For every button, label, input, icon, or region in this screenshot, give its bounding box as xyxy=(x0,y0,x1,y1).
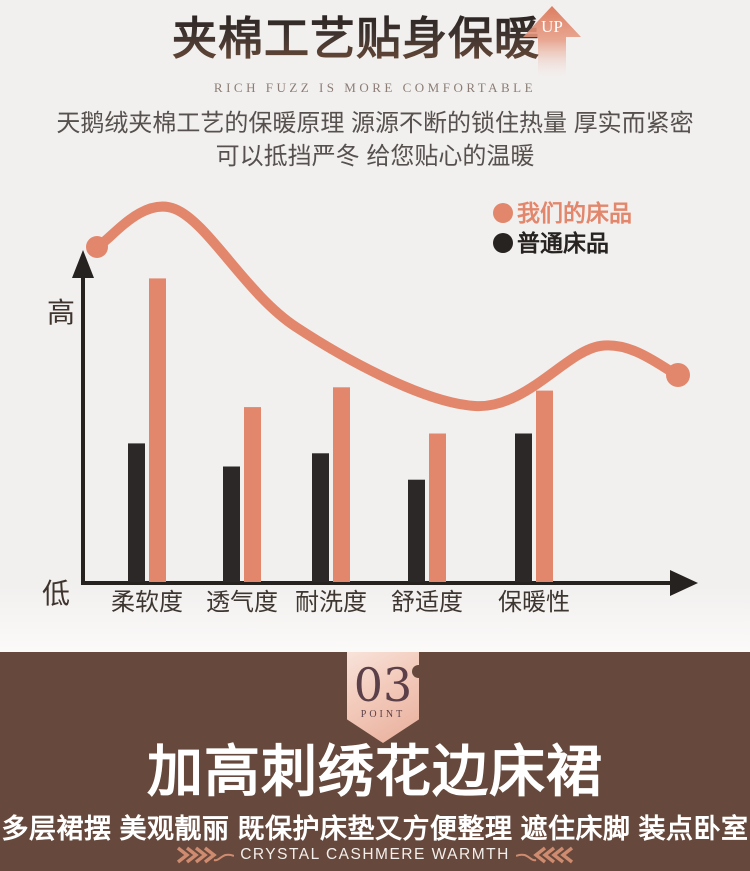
bar-our xyxy=(333,387,350,582)
bar-ordinary xyxy=(515,433,532,582)
y-axis-arrow-icon xyxy=(72,250,94,278)
warmth-section: 柔软度 透气度 耐洗度 舒适度 保暖性 高低 夹棉工艺贴身保暖 UP RICH FUZZ … xyxy=(0,0,750,652)
footer-english-text: CRYSTAL CASHMERE WARMTH xyxy=(240,846,510,863)
trend-curve xyxy=(92,201,683,412)
legend-label-our: 我们的床品 xyxy=(517,200,632,226)
bar-our xyxy=(429,433,446,582)
bar-our xyxy=(536,390,553,582)
trend-end-dot xyxy=(666,363,690,387)
x-axis-arrow-icon xyxy=(670,570,698,596)
bar-ordinary xyxy=(223,466,240,582)
legend-item-ordinary: 普通床品 xyxy=(493,231,632,255)
description: 天鹅绒夹棉工艺的保暖原理 源源不断的锁住热量 厚实而紧密 可以抵挡严冬 给您贴心… xyxy=(0,107,750,173)
comparison-chart: 柔软度 透气度 耐洗度 舒适度 保暖性 高低 xyxy=(42,201,698,616)
chart-legend: 我们的床品 普通床品 xyxy=(493,201,632,261)
category-label: 保暖性 xyxy=(498,589,570,616)
bar-our xyxy=(244,407,261,582)
point-badge: 03 POINT xyxy=(347,652,419,743)
y-axis-high-label: 高 xyxy=(47,297,75,328)
section-title: 夹棉工艺贴身保暖 xyxy=(0,10,712,68)
category-label: 柔软度 xyxy=(111,589,183,616)
legend-item-our: 我们的床品 xyxy=(493,201,632,225)
up-badge-text: UP xyxy=(541,17,563,36)
up-arrow-icon: UP xyxy=(523,6,581,82)
bar-ordinary xyxy=(408,479,425,582)
legend-dot-ordinary-icon xyxy=(493,233,513,253)
category-label: 透气度 xyxy=(206,589,278,616)
legend-label-ordinary: 普通床品 xyxy=(517,230,609,256)
wheat-left-icon xyxy=(177,846,235,864)
footer-decor-row: CRYSTAL CASHMERE WARMTH xyxy=(0,844,750,866)
category-label: 舒适度 xyxy=(391,589,463,616)
subtitle-english: RICH FUZZ IS MORE COMFORTABLE xyxy=(213,80,537,95)
description-line-2: 可以抵挡严冬 给您贴心的温暖 xyxy=(215,143,535,170)
bed-skirt-section: 03 POINT 加高刺绣花边床裙 多层裙摆 美观靓丽 既保护床垫又方便整理 遮… xyxy=(0,652,750,871)
wheat-right-icon xyxy=(515,846,573,864)
bottom-subtitle: 多层裙摆 美观靓丽 既保护床垫又方便整理 遮住床脚 装点卧室 xyxy=(1,814,749,844)
y-axis-low-label: 低 xyxy=(42,578,70,609)
trend-start-dot xyxy=(86,236,108,258)
bar-our xyxy=(149,278,166,582)
bar-ordinary xyxy=(128,443,145,582)
badge-notch xyxy=(412,665,425,678)
point-number: 03 xyxy=(353,658,413,712)
description-line-1: 天鹅绒夹棉工艺的保暖原理 源源不断的锁住热量 厚实而紧密 xyxy=(56,110,694,137)
bar-ordinary xyxy=(312,453,329,582)
category-label: 耐洗度 xyxy=(295,589,367,616)
point-label: POINT xyxy=(360,709,406,720)
bottom-title: 加高刺绣花边床裙 xyxy=(147,740,603,803)
legend-dot-our-icon xyxy=(493,203,513,223)
